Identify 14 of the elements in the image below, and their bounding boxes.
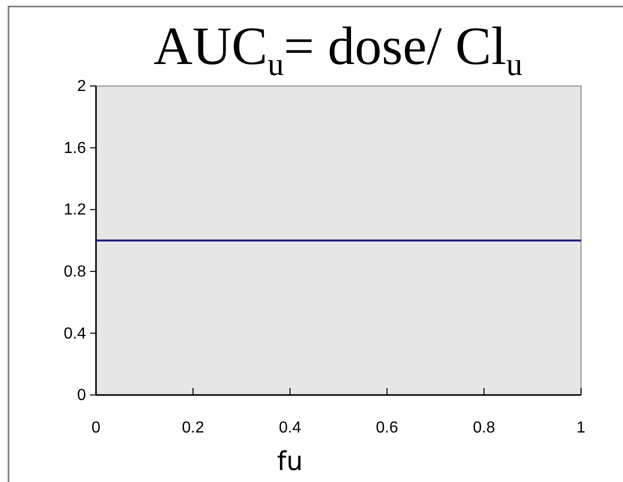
- y-tick-label: 0.4: [64, 325, 86, 342]
- y-tick-label: 0.8: [64, 264, 86, 281]
- x-tick-label: 0.2: [182, 419, 204, 436]
- chart-title: AUC$_{u}$= dose/ Cl$_{u}$: [154, 16, 522, 84]
- y-tick-label: 0: [77, 387, 86, 404]
- y-tick-label: 1.2: [64, 202, 86, 219]
- y-tick-label: 2: [77, 78, 86, 96]
- x-axis-title: fu: [277, 447, 303, 477]
- x-tick-label: 0.6: [376, 419, 398, 436]
- x-tick-label: 0.8: [472, 419, 496, 436]
- x-tick-label: 1: [576, 419, 586, 436]
- x-tick-label: 0.4: [278, 419, 302, 436]
- x-tick-label: 0: [92, 419, 101, 436]
- y-tick-label: 1.6: [64, 140, 86, 157]
